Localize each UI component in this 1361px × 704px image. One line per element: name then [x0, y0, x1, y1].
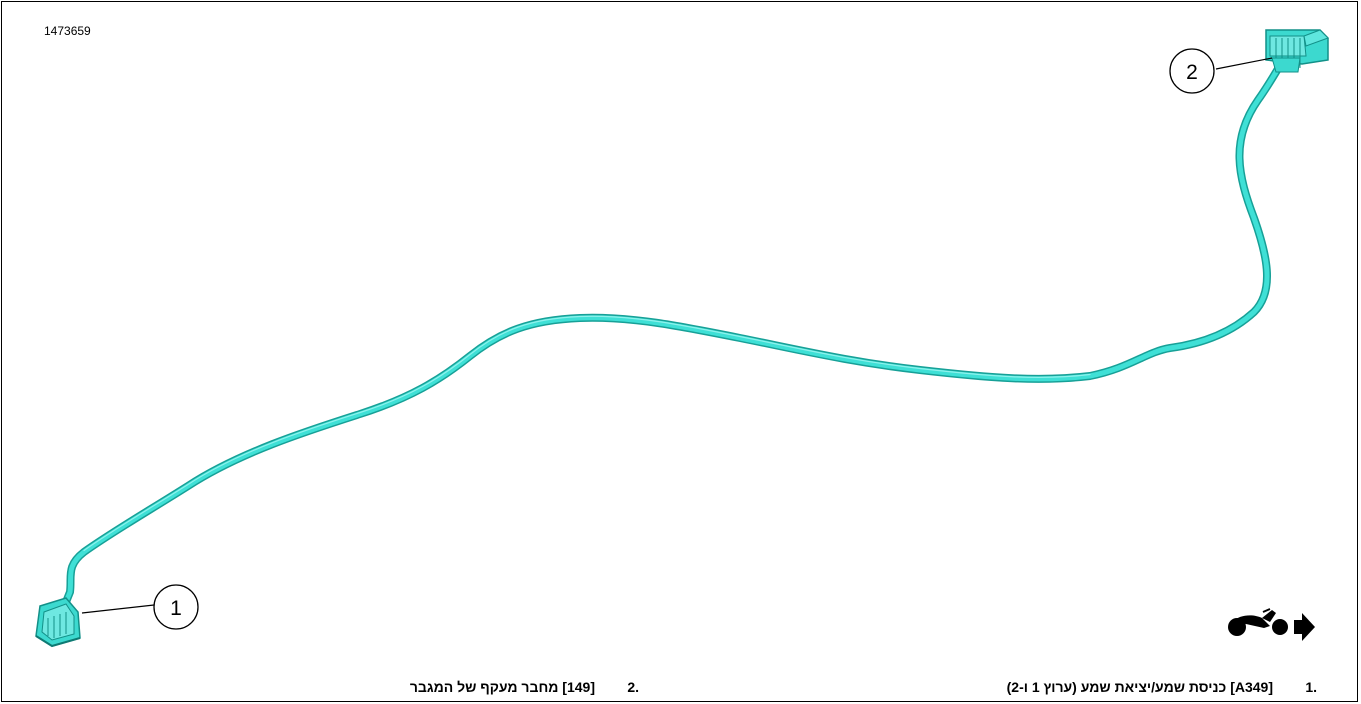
cable	[55, 59, 1285, 625]
cable-highlight	[83, 315, 1091, 552]
connector-a349	[35, 597, 81, 648]
legend-text-2: [149] מחבר מעקף של המגבר	[409, 679, 595, 695]
callout-circle-1	[153, 584, 199, 630]
callout-label-1: 1	[170, 597, 182, 620]
callout-label-2: 2	[1186, 61, 1198, 84]
motorcycle-forward-arrow-icon	[1228, 608, 1315, 641]
cable-outline	[54, 58, 1286, 626]
legend-number-2: 2.	[627, 679, 639, 695]
callout-circle-2	[1169, 48, 1215, 94]
connector-149	[1265, 29, 1329, 73]
leader-line-2	[1215, 57, 1273, 70]
legend-text-1: [A349] כניסת שמע/יציאת שמע (ערוץ 1 ו-2)	[1006, 679, 1273, 695]
legend-number-1: 1.	[1305, 679, 1317, 695]
leader-line-1	[81, 604, 155, 614]
figure-id: 1473659	[44, 24, 91, 38]
